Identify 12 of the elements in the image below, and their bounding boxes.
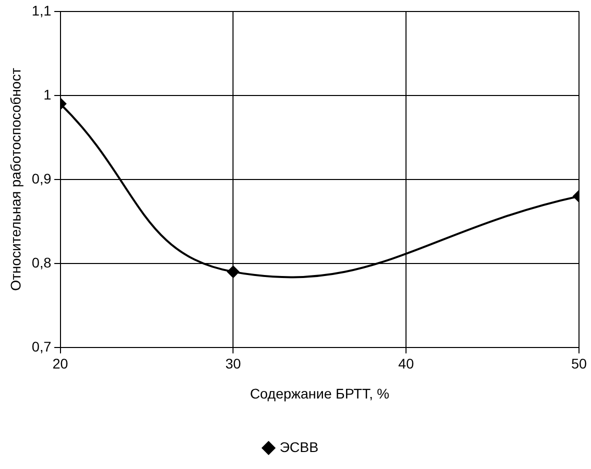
x-tick-label: 40	[398, 356, 414, 372]
legend-label: ЭСВВ	[280, 438, 318, 455]
x-axis-title: Содержание БРТТ, %	[250, 385, 390, 402]
x-tick-label: 50	[571, 356, 587, 372]
y-tick-label: 1,1	[32, 2, 52, 18]
y-axis-title: Относительная работоспособност	[7, 67, 24, 291]
x-tick-label: 20	[52, 356, 68, 372]
y-tick-label: 1	[43, 86, 52, 102]
y-tick-label: 0,7	[32, 338, 52, 354]
y-tick-label: 0,9	[32, 170, 52, 186]
x-tick-label: 30	[225, 356, 242, 372]
y-tick-label: 0,8	[32, 254, 52, 270]
